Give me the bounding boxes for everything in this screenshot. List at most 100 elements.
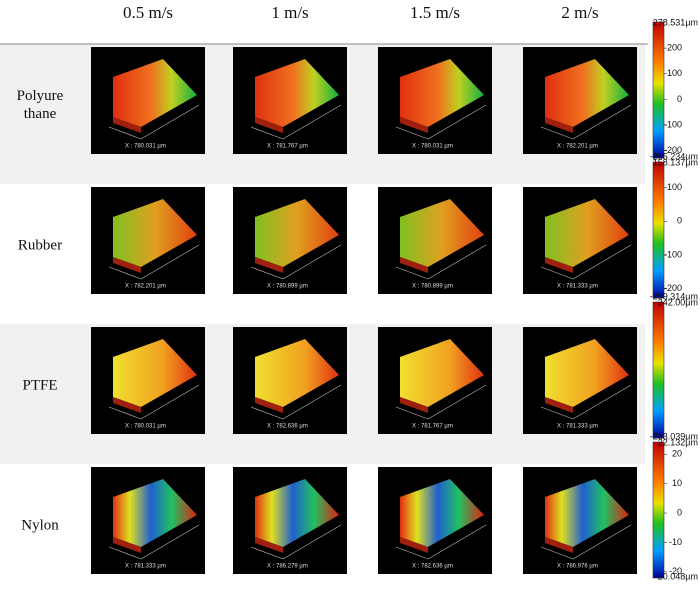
surface-side — [113, 397, 141, 413]
surface — [545, 59, 629, 127]
colorbar — [652, 21, 665, 159]
axis — [250, 126, 284, 140]
surface-image: X : 780.899 µm — [378, 187, 492, 294]
surface-image: X : 781.767 µm — [233, 47, 347, 154]
axis — [108, 126, 142, 140]
image-x-label: X : 780.899 µm — [267, 284, 308, 290]
colorbar-tick-label: 0 — [677, 94, 682, 104]
colorbar-tick-label: -20 — [669, 566, 682, 576]
surface-image: X : 786.279 µm — [233, 467, 347, 574]
image-x-label: X : 782.636 µm — [267, 424, 308, 430]
surface — [113, 339, 197, 407]
axis — [140, 384, 200, 420]
axis — [282, 524, 342, 560]
column-header: 0.5 m/s — [123, 3, 173, 22]
colorbar-min: -20.048µm — [655, 571, 698, 581]
colorbar-tick-label: -200 — [664, 145, 682, 155]
surface-image: X : 782.201 µm — [523, 47, 637, 154]
surface — [400, 199, 484, 267]
row-label: Nylon — [21, 517, 59, 533]
colorbar-min: -209.314µm — [650, 291, 698, 301]
colorbar-max: 278.531µm — [653, 17, 698, 27]
surface-side — [400, 257, 428, 273]
surface-side — [545, 537, 573, 553]
axis — [572, 104, 632, 140]
axis — [395, 546, 429, 560]
surface-side — [113, 257, 141, 273]
colorbar-tick-label: 100 — [667, 68, 682, 78]
image-x-label: X : 780.031 µm — [125, 424, 166, 430]
axis — [108, 266, 142, 280]
surface-side — [400, 397, 428, 413]
column-header: 1.5 m/s — [410, 3, 460, 22]
surface — [113, 59, 197, 127]
image-x-label: X : 781.333 µm — [557, 424, 598, 430]
colorbar — [652, 161, 665, 299]
colorbar-tick-label: -100 — [664, 249, 682, 259]
surface-image: X : 782.201 µm — [91, 187, 205, 294]
surface — [255, 199, 339, 267]
axis — [427, 524, 487, 560]
surface-side — [545, 397, 573, 413]
colorbar-tick-label: 20 — [672, 449, 682, 459]
image-x-label: X : 780.031 µm — [125, 144, 166, 150]
surface-image: X : 780.031 µm — [91, 47, 205, 154]
axis — [572, 244, 632, 280]
surface — [113, 199, 197, 267]
colorbar-max: 158.137µm — [653, 157, 698, 167]
colorbar-max: 22.132µm — [658, 437, 698, 447]
surface — [400, 479, 484, 547]
surface — [113, 479, 197, 547]
colorbar-tick-label: -100 — [664, 119, 682, 129]
axis — [140, 244, 200, 280]
surface — [400, 339, 484, 407]
image-x-label: X : 786.976 µm — [557, 564, 598, 570]
surface-side — [113, 537, 141, 553]
image-x-label: X : 781.767 µm — [267, 144, 308, 150]
colorbar-min: -283.039µm — [650, 431, 698, 441]
axis — [427, 104, 487, 140]
axis — [140, 104, 200, 140]
image-x-label: X : 781.767 µm — [412, 424, 453, 430]
colorbar-tick-label: 0 — [677, 216, 682, 226]
surface — [255, 479, 339, 547]
row-label: PTFE — [22, 377, 57, 393]
surface — [545, 199, 629, 267]
colorbar-tick-label: 0 — [677, 507, 682, 517]
surface-side — [255, 117, 283, 133]
axis — [540, 126, 574, 140]
colorbar-max: 242.00µm — [658, 297, 698, 307]
surface-side — [545, 117, 573, 133]
surface — [255, 59, 339, 127]
column-header: 2 m/s — [561, 3, 598, 22]
axis — [540, 266, 574, 280]
surface-side — [113, 117, 141, 133]
axis — [427, 244, 487, 280]
axis — [395, 126, 429, 140]
row-label: Polyure thane — [17, 88, 64, 122]
axis — [540, 406, 574, 420]
axis — [108, 546, 142, 560]
axis — [427, 384, 487, 420]
surface — [545, 339, 629, 407]
surface-side — [545, 257, 573, 273]
surface-image: X : 781.333 µm — [523, 187, 637, 294]
surface-image: X : 782.636 µm — [233, 327, 347, 434]
colorbar-tick-label: -10 — [669, 537, 682, 547]
axis — [572, 524, 632, 560]
axis — [540, 546, 574, 560]
image-x-label: X : 780.899 µm — [412, 284, 453, 290]
surface-side — [400, 537, 428, 553]
surface-image: X : 781.333 µm — [91, 467, 205, 574]
image-x-label: X : 782.201 µm — [125, 284, 166, 290]
colorbar-tick-label: 10 — [672, 478, 682, 488]
surface-image: X : 781.767 µm — [378, 327, 492, 434]
colorbar-tick-label: -200 — [664, 283, 682, 293]
column-header: 1 m/s — [271, 3, 308, 22]
surface-side — [255, 257, 283, 273]
surface — [400, 59, 484, 127]
axis — [282, 104, 342, 140]
axis — [282, 244, 342, 280]
